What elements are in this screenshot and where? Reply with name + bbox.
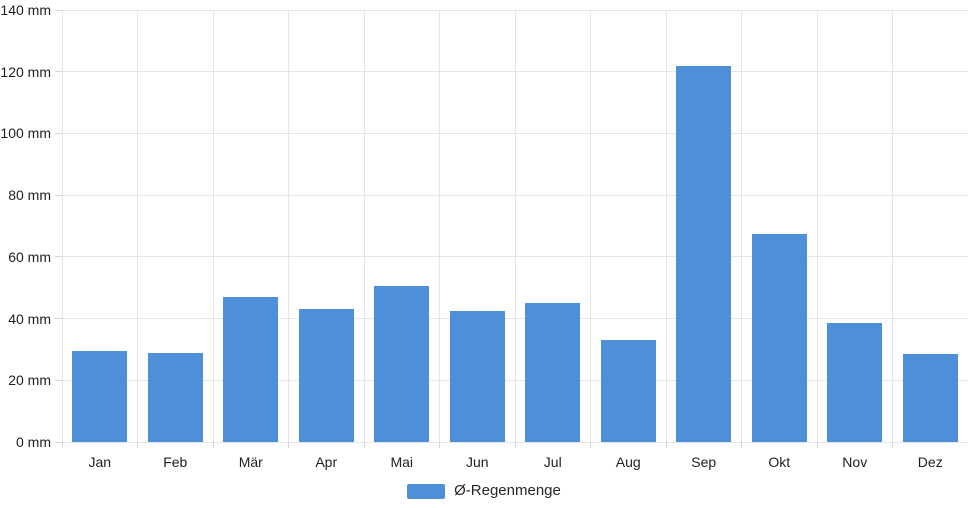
x-axis-label: Mär — [238, 454, 263, 470]
x-axis-label: Nov — [842, 454, 868, 470]
bar-sep[interactable] — [676, 65, 732, 442]
x-axis-label: Mai — [390, 454, 414, 470]
x-tick — [61, 442, 63, 448]
x-tick — [439, 442, 440, 448]
x-tick — [892, 442, 893, 448]
x-axis-label: Aug — [615, 454, 641, 470]
y-tick — [55, 318, 62, 320]
y-tick — [55, 132, 62, 134]
x-tick — [665, 442, 667, 448]
x-axis-label: Jul — [543, 454, 562, 470]
y-axis-label: 80 mm — [8, 187, 51, 204]
legend: Ø-Regenmenge — [0, 480, 968, 502]
y-tick — [55, 194, 62, 196]
x-gridline — [61, 10, 63, 442]
x-axis-label: Jun — [465, 454, 489, 470]
x-gridline — [137, 10, 138, 442]
x-axis-label: Jan — [88, 454, 112, 470]
x-gridline — [363, 10, 365, 442]
x-gridline — [212, 10, 214, 442]
bar-nov[interactable] — [827, 323, 883, 442]
bar-jan[interactable] — [72, 350, 128, 442]
bar-mär[interactable] — [223, 296, 279, 442]
y-axis-label: 140 mm — [0, 2, 51, 18]
x-axis-label: Sep — [691, 454, 717, 470]
bar-apr[interactable] — [298, 309, 354, 442]
x-axis-label: Okt — [768, 454, 791, 470]
x-gridline — [590, 10, 591, 442]
x-tick — [212, 442, 214, 448]
y-axis-label: 120 mm — [0, 63, 51, 80]
legend-swatch-icon[interactable] — [407, 483, 446, 499]
x-gridline — [439, 10, 440, 442]
y-axis-label: 60 mm — [8, 248, 51, 265]
bar-okt[interactable] — [751, 233, 807, 442]
bar-mai[interactable] — [374, 286, 430, 442]
x-axis-label: Apr — [315, 454, 338, 470]
x-tick — [816, 442, 818, 448]
y-axis-label: 20 mm — [8, 372, 51, 389]
x-axis-label: Feb — [163, 454, 188, 470]
x-gridline — [514, 10, 516, 442]
legend-series-label[interactable]: Ø-Regenmenge — [454, 482, 561, 499]
bar-dez[interactable] — [902, 354, 958, 442]
y-axis-label: 40 mm — [8, 310, 51, 327]
x-gridline — [741, 10, 742, 442]
x-tick — [741, 442, 742, 448]
bar-feb[interactable] — [147, 352, 203, 442]
x-gridline — [816, 10, 818, 442]
y-tick — [55, 379, 62, 381]
x-tick — [514, 442, 516, 448]
y-tick — [55, 441, 62, 443]
bar-aug[interactable] — [600, 340, 656, 442]
x-gridline — [288, 10, 289, 442]
x-tick — [288, 442, 289, 448]
x-tick — [363, 442, 365, 448]
x-axis-label: Dez — [917, 454, 943, 470]
y-axis-label: 0 mm — [16, 434, 51, 450]
x-gridline — [665, 10, 667, 442]
y-tick — [55, 9, 62, 11]
bar-jun[interactable] — [449, 310, 505, 442]
y-tick — [55, 71, 62, 73]
x-gridline — [892, 10, 893, 442]
x-tick — [590, 442, 591, 448]
bar-jul[interactable] — [525, 303, 581, 442]
x-tick — [137, 442, 138, 448]
y-tick — [55, 256, 62, 258]
y-axis-label: 100 mm — [0, 125, 51, 142]
